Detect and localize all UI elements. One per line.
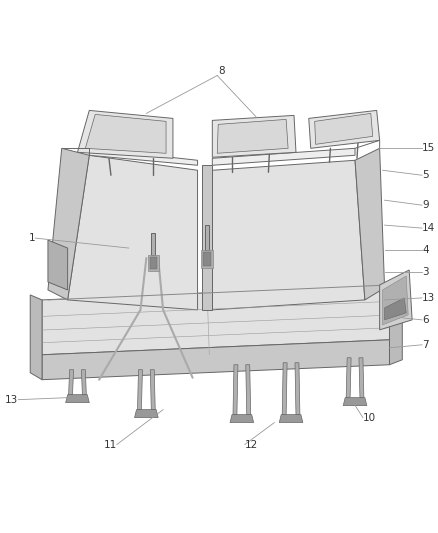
Polygon shape [295, 363, 300, 415]
Polygon shape [69, 370, 74, 394]
Polygon shape [150, 370, 155, 410]
Text: 13: 13 [5, 394, 18, 405]
Text: 15: 15 [422, 143, 435, 154]
Polygon shape [355, 148, 385, 300]
Text: 6: 6 [422, 315, 429, 325]
Text: 11: 11 [104, 440, 117, 449]
Text: 9: 9 [422, 200, 429, 210]
Polygon shape [151, 232, 155, 255]
Polygon shape [343, 398, 367, 406]
Polygon shape [212, 160, 365, 310]
Text: 7: 7 [422, 340, 429, 350]
Polygon shape [138, 370, 142, 410]
Text: 8: 8 [218, 66, 225, 76]
Polygon shape [389, 280, 402, 365]
Polygon shape [230, 415, 254, 423]
Polygon shape [78, 110, 173, 158]
Text: 13: 13 [422, 293, 435, 303]
Text: 12: 12 [245, 440, 258, 449]
Polygon shape [314, 114, 373, 144]
Polygon shape [201, 250, 213, 268]
Polygon shape [202, 165, 212, 310]
Text: 10: 10 [363, 413, 376, 423]
Text: 3: 3 [422, 267, 429, 277]
Polygon shape [148, 255, 159, 271]
Polygon shape [85, 115, 166, 154]
Polygon shape [67, 155, 198, 310]
Polygon shape [309, 110, 380, 148]
Polygon shape [134, 410, 158, 417]
Polygon shape [204, 252, 211, 266]
Polygon shape [48, 148, 89, 300]
Text: 4: 4 [422, 245, 429, 255]
Polygon shape [205, 225, 209, 250]
Polygon shape [346, 358, 351, 398]
Polygon shape [246, 365, 251, 415]
Polygon shape [279, 415, 303, 423]
Polygon shape [66, 394, 89, 402]
Polygon shape [382, 276, 408, 325]
Polygon shape [380, 270, 412, 330]
Polygon shape [42, 285, 389, 355]
Polygon shape [212, 148, 355, 165]
Polygon shape [30, 295, 42, 379]
Text: 5: 5 [422, 170, 429, 180]
Text: 1: 1 [28, 233, 35, 243]
Polygon shape [212, 116, 296, 157]
Polygon shape [42, 340, 389, 379]
Polygon shape [233, 365, 238, 415]
Polygon shape [359, 358, 364, 398]
Polygon shape [150, 257, 157, 269]
Polygon shape [81, 370, 86, 394]
Polygon shape [48, 240, 67, 290]
Polygon shape [89, 148, 198, 165]
Polygon shape [385, 298, 406, 320]
Polygon shape [282, 363, 287, 415]
Polygon shape [217, 119, 288, 154]
Text: 14: 14 [422, 223, 435, 233]
